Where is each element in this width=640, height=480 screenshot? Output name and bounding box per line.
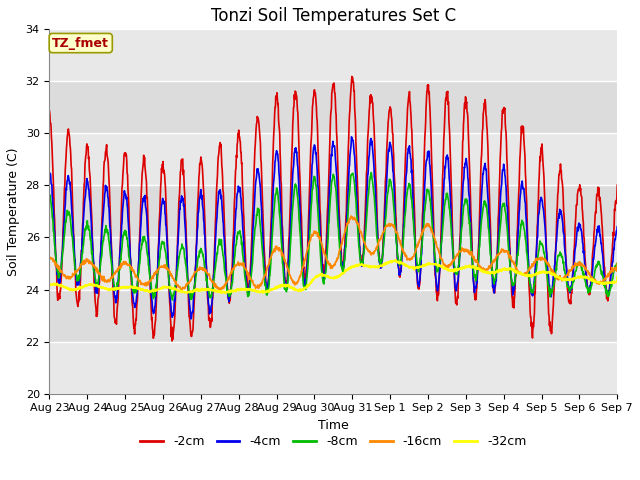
-4cm — [348, 134, 355, 140]
-32cm — [613, 274, 621, 280]
-16cm — [564, 272, 572, 278]
Bar — [49, 238, 617, 289]
-4cm — [515, 221, 522, 227]
-4cm — [45, 172, 53, 178]
Line: -4cm: -4cm — [49, 137, 617, 319]
-32cm — [421, 262, 429, 268]
-8cm — [421, 203, 429, 208]
-32cm — [392, 257, 400, 263]
-16cm — [348, 213, 355, 219]
-2cm — [564, 288, 572, 293]
Bar — [49, 81, 617, 133]
Title: Tonzi Soil Temperatures Set C: Tonzi Soil Temperatures Set C — [211, 7, 456, 25]
Bar — [49, 185, 617, 238]
Bar — [49, 342, 617, 394]
-8cm — [367, 170, 375, 176]
Y-axis label: Soil Temperature (C): Soil Temperature (C) — [7, 147, 20, 276]
-8cm — [515, 243, 522, 249]
-16cm — [421, 223, 429, 228]
-32cm — [283, 283, 291, 288]
-16cm — [613, 260, 621, 266]
Line: -16cm: -16cm — [49, 216, 617, 291]
-4cm — [187, 316, 195, 322]
-8cm — [564, 284, 572, 290]
-2cm — [45, 108, 53, 114]
-16cm — [515, 269, 522, 275]
-8cm — [45, 197, 53, 203]
-32cm — [171, 286, 179, 291]
X-axis label: Time: Time — [318, 419, 349, 432]
-4cm — [564, 275, 572, 281]
-32cm — [269, 287, 276, 292]
-32cm — [45, 282, 53, 288]
-16cm — [171, 278, 179, 284]
-8cm — [269, 227, 276, 233]
-8cm — [613, 264, 621, 269]
-2cm — [348, 73, 356, 79]
Line: -8cm: -8cm — [49, 173, 617, 300]
-2cm — [283, 284, 291, 290]
-16cm — [45, 255, 53, 261]
-2cm — [269, 161, 276, 167]
-4cm — [421, 175, 429, 181]
-16cm — [269, 250, 276, 256]
-4cm — [171, 298, 179, 304]
-2cm — [168, 338, 176, 344]
Line: -2cm: -2cm — [49, 76, 617, 341]
-16cm — [283, 261, 291, 267]
Bar — [49, 289, 617, 342]
-4cm — [283, 281, 291, 287]
-8cm — [172, 282, 179, 288]
Line: -32cm: -32cm — [49, 260, 617, 293]
-32cm — [515, 270, 522, 276]
-4cm — [269, 200, 276, 206]
-32cm — [564, 277, 572, 283]
-32cm — [221, 290, 229, 296]
Text: TZ_fmet: TZ_fmet — [52, 36, 109, 49]
Bar — [49, 133, 617, 185]
-2cm — [421, 129, 429, 134]
-2cm — [613, 182, 621, 188]
Bar — [49, 29, 617, 81]
-16cm — [216, 288, 224, 294]
-2cm — [172, 301, 179, 307]
-8cm — [283, 289, 291, 295]
Legend: -2cm, -4cm, -8cm, -16cm, -32cm: -2cm, -4cm, -8cm, -16cm, -32cm — [136, 430, 531, 453]
-2cm — [515, 191, 522, 196]
-4cm — [613, 224, 621, 229]
-8cm — [169, 297, 177, 303]
